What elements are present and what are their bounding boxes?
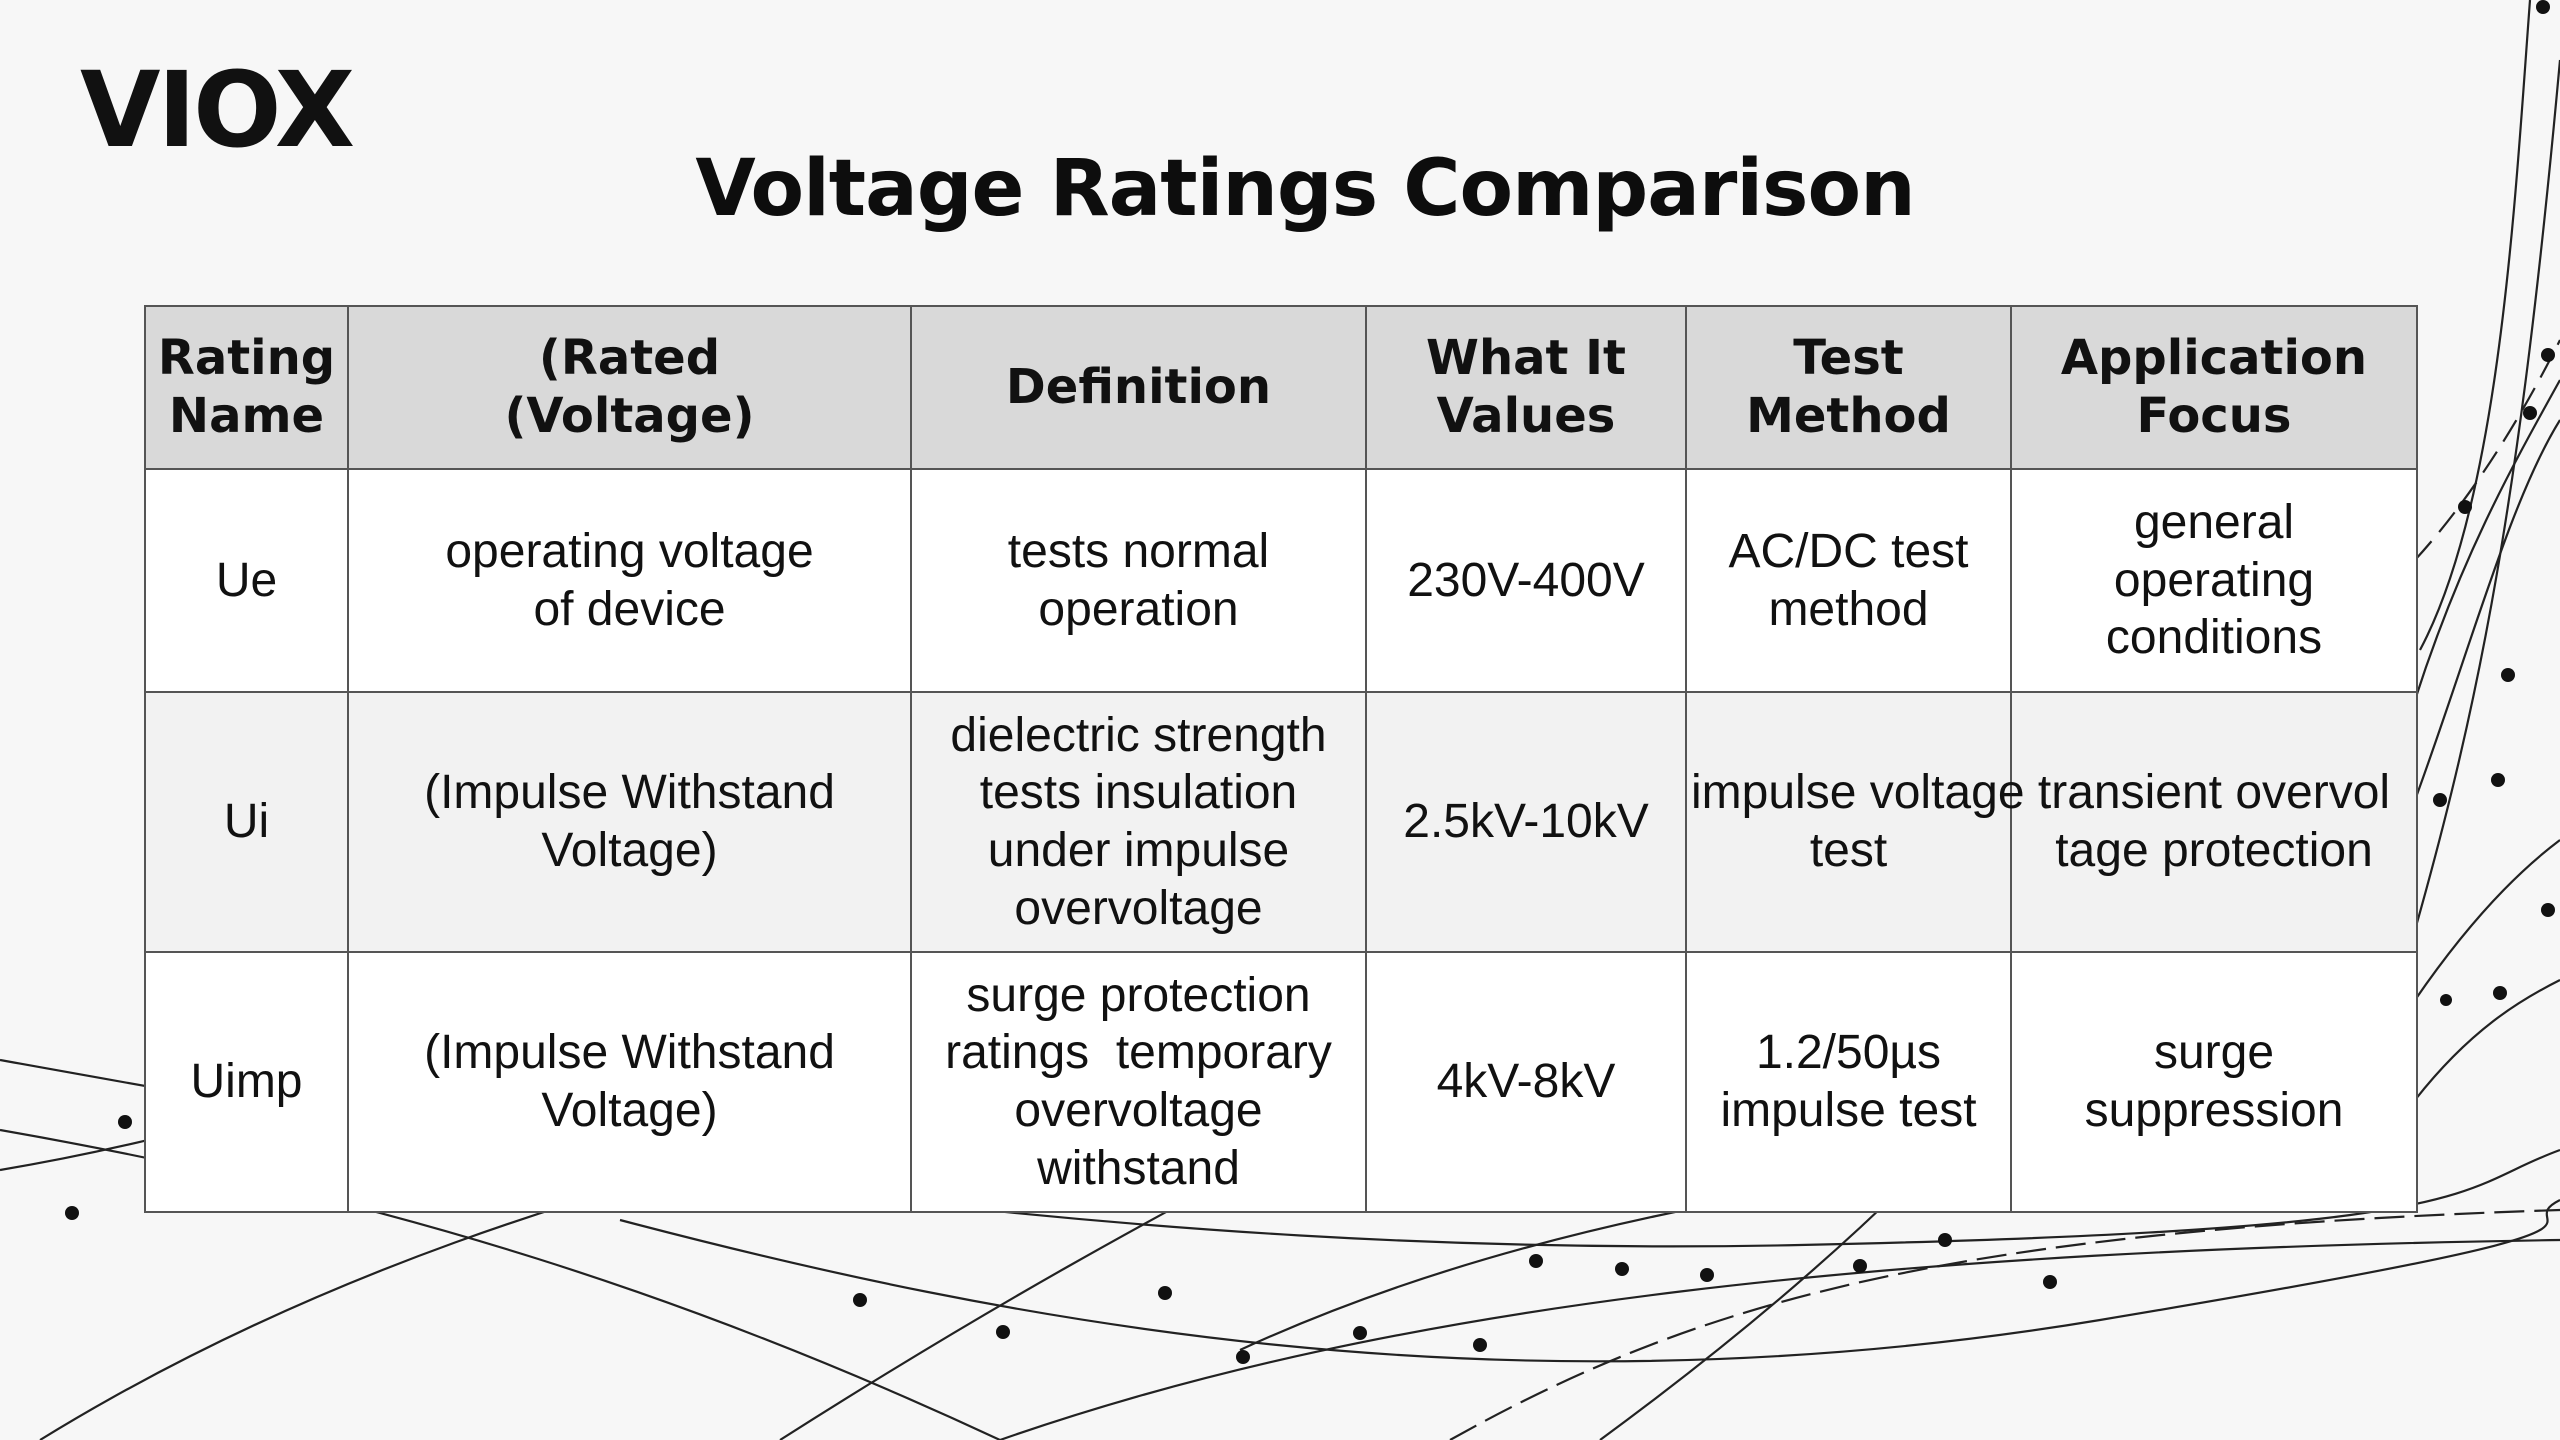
cell-definition: tests normal operation — [910, 468, 1367, 693]
cell-application-focus: surge suppression — [2010, 951, 2418, 1213]
cell-rated-voltage: (Impulse Withstand Voltage) — [347, 951, 912, 1213]
header-rating-name: Rating Name — [144, 305, 349, 470]
cell-rating-name: Ue — [144, 468, 349, 693]
cell-what-it-values: 2.5kV-10kV — [1365, 691, 1687, 953]
cell-rated-voltage: operating voltage of device — [347, 468, 912, 693]
cell-test-method: impulse voltage test — [1685, 691, 2025, 953]
cell-what-it-values: 4kV-8kV — [1365, 951, 1687, 1213]
page-title: Voltage Ratings Comparison — [695, 144, 1915, 234]
header-test-method: Test Method — [1685, 305, 2012, 470]
header-definition: Definition — [910, 305, 1367, 470]
cell-definition: surge protection ratings temporary overv… — [910, 951, 1367, 1213]
cell-rating-name: Ui — [144, 691, 349, 953]
viox-logo: VIOX — [80, 49, 355, 171]
header-application-focus: Application Focus — [2010, 305, 2418, 470]
table-row-uimp: Uimp (Impulse Withstand Voltage) surge p… — [144, 951, 2418, 1213]
cell-test-method: 1.2/50µs impulse test — [1685, 951, 2012, 1213]
voltage-ratings-table: Rating Name (Rated (Voltage) Definition … — [144, 305, 2418, 1213]
header-rated-voltage: (Rated (Voltage) — [347, 305, 912, 470]
cell-rating-name: Uimp — [144, 951, 349, 1213]
header-what-it-values: What It Values — [1365, 305, 1687, 470]
cell-application-focus: transient overvol tage protection — [2010, 691, 2418, 953]
table-row-ui: Ui (Impulse Withstand Voltage) dielectri… — [144, 691, 2418, 953]
cell-what-it-values: 230V-400V — [1365, 468, 1687, 693]
cell-test-method: AC/DC test method — [1685, 468, 2012, 693]
cell-definition: dielectric strength tests insulation und… — [910, 691, 1367, 953]
cell-application-focus: general operating conditions — [2010, 468, 2418, 693]
table-header-row: Rating Name (Rated (Voltage) Definition … — [144, 305, 2418, 470]
cell-rated-voltage: (Impulse Withstand Voltage) — [347, 691, 912, 953]
table-row-ue: Ue operating voltage of device tests nor… — [144, 468, 2418, 693]
